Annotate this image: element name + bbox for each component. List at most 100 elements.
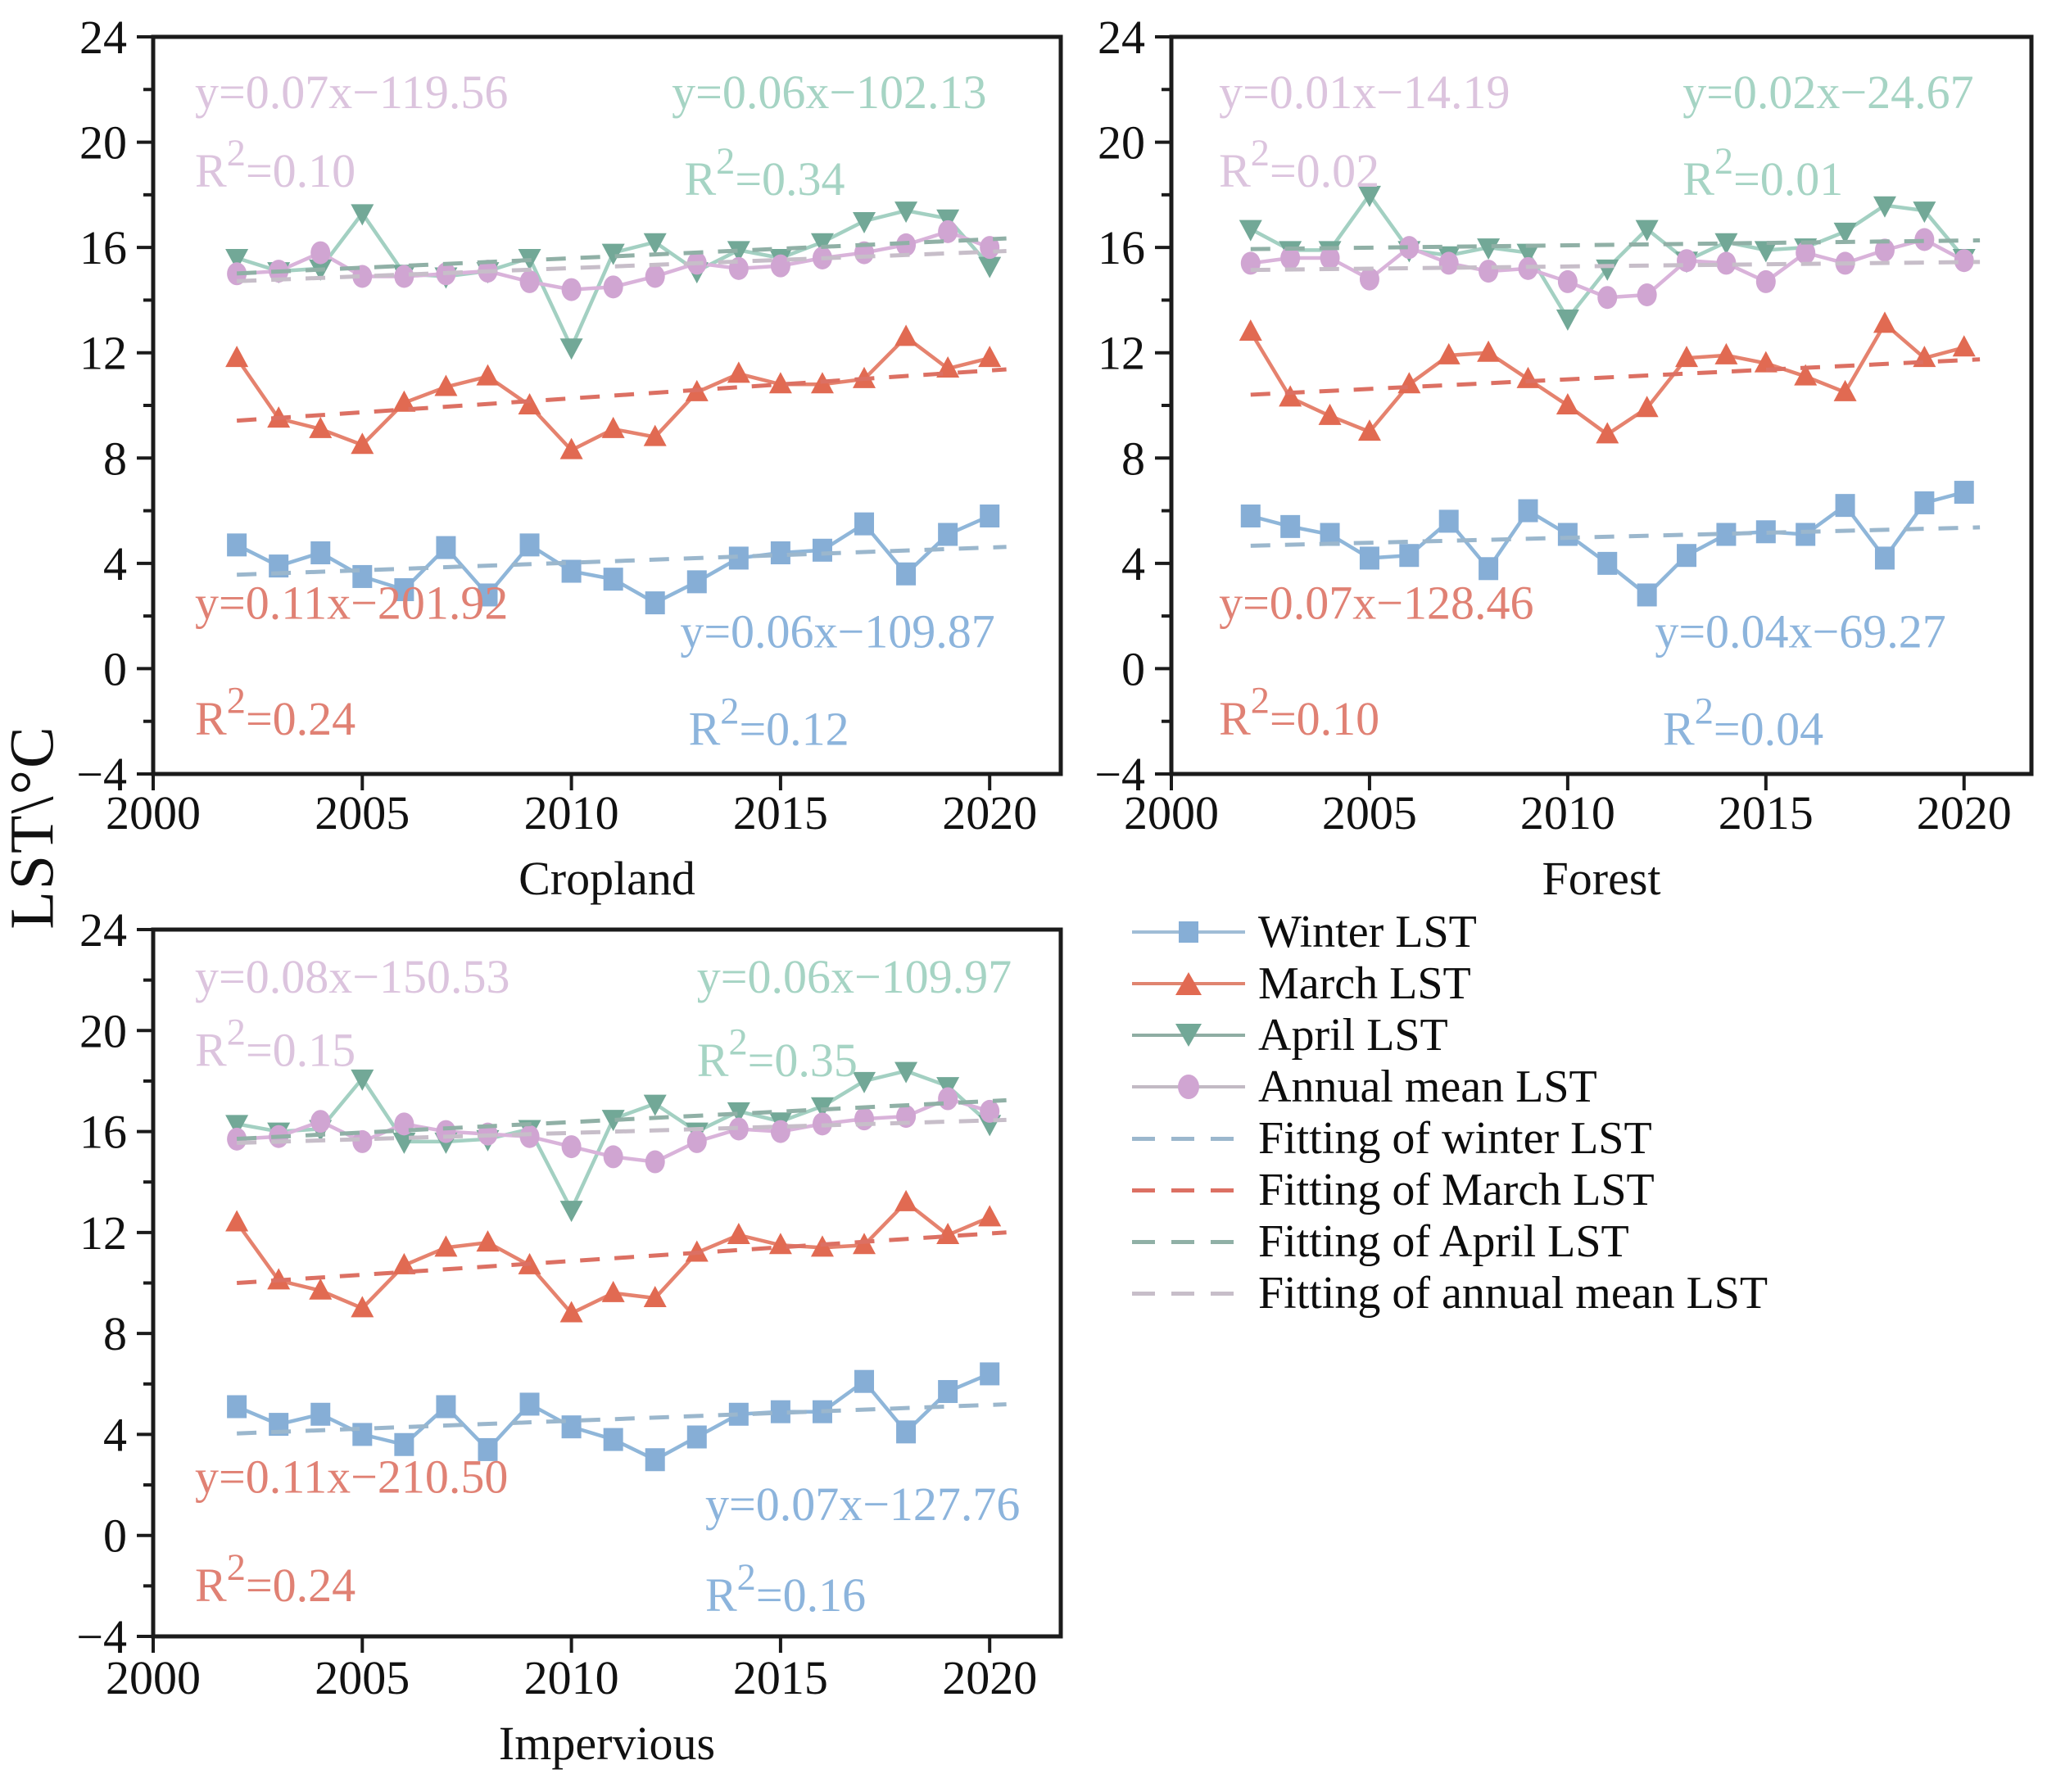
legend-item-annual: Annual mean LST [1132,1061,1768,1112]
impervious-april-annotation: y=0.06x−109.97 [697,950,1012,1003]
y-tick-label: 0 [103,1509,127,1563]
forest-winter-annotation: R2=0.04 [1663,691,1823,756]
impervious-april-fit-line [236,1097,1007,1142]
annual-fit-line-icon [1132,1277,1245,1310]
legend-label: April LST [1258,1009,1448,1061]
y-tick-label: 12 [1098,327,1145,380]
cropland-title: Cropland [519,852,695,905]
impervious-annual-markers [227,1087,1000,1174]
march-fit-line-icon [1132,1174,1245,1206]
y-tick-label: 4 [1121,537,1145,591]
y-tick-label: 0 [1121,642,1145,695]
y-tick-label: 8 [103,1307,127,1360]
cropland-march-annotation: y=0.11x−201.92 [195,576,508,629]
forest-annual-annotation: R2=0.02 [1219,133,1379,197]
x-tick-label: 2010 [524,1651,619,1704]
winter-marker-icon [1132,916,1245,948]
impervious-march-annotation: R2=0.24 [195,1547,356,1612]
forest-annual-markers [1240,228,1974,310]
x-tick-label: 2005 [315,786,410,839]
x-tick-label: 2010 [524,786,619,839]
y-tick-label: 20 [1098,116,1145,170]
y-tick-label: 12 [79,1206,127,1260]
y-tick-label: 20 [79,116,127,170]
y-tick-label: −4 [76,1610,127,1663]
impervious-winter-annotation: y=0.07x−127.76 [705,1477,1020,1531]
impervious-winter-markers [227,1362,1000,1472]
impervious-march-annotation: y=0.11x−210.50 [195,1450,508,1503]
impervious-chart: −4 0 4 8 12 16 20 24 2000 2005 2010 2015 2020 Impervi… [76,903,1063,1770]
legend-label: Winter LST [1258,906,1477,957]
cropland-winter-annotation: y=0.06x−109.87 [680,605,994,658]
y-tick-label: 20 [79,1004,127,1057]
y-tick-label: 8 [103,432,127,485]
x-tick-label: 2015 [733,786,828,839]
impervious-axes: −4 0 4 8 12 16 20 24 2000 2005 2010 2015 2020 [76,903,1037,1704]
y-tick-label: 12 [79,327,127,380]
forest-winter-fit-line [1250,525,1981,548]
legend-label: Annual mean LST [1258,1061,1597,1112]
y-tick-label: −4 [1094,748,1145,801]
forest-april-fit-line [1250,238,1981,251]
y-tick-label: 8 [1121,432,1145,485]
x-tick-label: 2015 [1719,786,1814,839]
impervious-april-markers [225,1061,1002,1223]
forest-annual-annotation: y=0.01x−14.19 [1219,66,1510,119]
impervious-march-markers [225,1189,1002,1323]
cropland-annual-fit-line [237,249,1007,283]
y-tick-label: 24 [1098,11,1145,64]
forest-chart: −4 0 4 8 12 16 20 24 2000 2005 2010 2015 2020 Forest y… [1094,11,2034,905]
x-tick-label: 2000 [106,786,201,839]
y-axis-label: LST\°C [0,725,67,930]
april-fit-line-icon [1132,1225,1245,1258]
legend-label: Fitting of annual mean LST [1258,1267,1768,1319]
cropland-chart: −4 0 4 8 12 16 20 24 2000 2005 2010 2015 2020 Croplan… [76,11,1063,905]
forest-annual-fit-line [1250,260,1981,273]
legend-item-fitting-april: Fitting of April LST [1132,1215,1768,1267]
forest-axes: −4 0 4 8 12 16 20 24 2000 2005 2010 2015 2020 [1094,11,2011,839]
legend-item-fitting-annual: Fitting of annual mean LST [1132,1267,1768,1319]
impervious-winter-fit-line [237,1402,1007,1436]
x-tick-label: 2015 [733,1651,828,1704]
march-marker-icon [1132,967,1245,1000]
y-tick-label: −4 [76,748,127,801]
cropland-winter-fit-line [237,545,1007,577]
legend-item-fitting-march: Fitting of March LST [1132,1164,1768,1215]
cropland-april-annotation: R2=0.34 [684,141,845,206]
forest-april-annotation: R2=0.01 [1682,141,1843,206]
annual-marker-icon [1132,1070,1245,1103]
cropland-march-fit-line [236,367,1007,423]
x-tick-label: 2020 [1917,786,2012,839]
impervious-april-annotation: R2=0.35 [697,1022,858,1087]
winter-fit-line-icon [1132,1122,1245,1155]
x-tick-label: 2000 [1124,786,1219,839]
impervious-annual-annotation: R2=0.15 [195,1011,356,1076]
x-tick-label: 2000 [106,1651,201,1704]
cropland-april-annotation: y=0.06x−102.13 [672,66,986,119]
forest-winter-annotation: y=0.04x−69.27 [1655,605,1945,658]
forest-april-annotation: y=0.02x−24.67 [1682,66,1973,119]
legend-item-winter: Winter LST [1132,906,1768,957]
legend-label: Fitting of April LST [1258,1215,1629,1267]
forest-march-fit-line [1250,357,1981,397]
legend: Winter LST March LST April LST Annual me… [1132,906,1768,1319]
cropland-axes: −4 0 4 8 12 16 20 24 2000 2005 2010 2015 2020 [76,11,1037,839]
y-tick-label: 4 [103,537,127,591]
y-tick-label: 24 [79,11,127,64]
cropland-winter-annotation: R2=0.12 [689,691,849,756]
x-tick-label: 2005 [315,1651,410,1704]
legend-item-march: March LST [1132,957,1768,1009]
legend-label: Fitting of winter LST [1258,1112,1652,1164]
cropland-annual-annotation: y=0.07x−119.56 [195,66,508,119]
impervious-title: Impervious [499,1717,715,1770]
x-tick-label: 2020 [942,1651,1037,1704]
legend-item-april: April LST [1132,1009,1768,1061]
x-tick-label: 2005 [1322,786,1417,839]
y-tick-label: 16 [79,221,127,274]
cropland-march-annotation: R2=0.24 [195,681,356,745]
x-tick-label: 2010 [1520,786,1615,839]
cropland-annual-annotation: R2=0.10 [195,133,356,197]
impervious-winter-annotation: R2=0.16 [705,1557,866,1622]
legend-item-fitting-winter: Fitting of winter LST [1132,1112,1768,1164]
